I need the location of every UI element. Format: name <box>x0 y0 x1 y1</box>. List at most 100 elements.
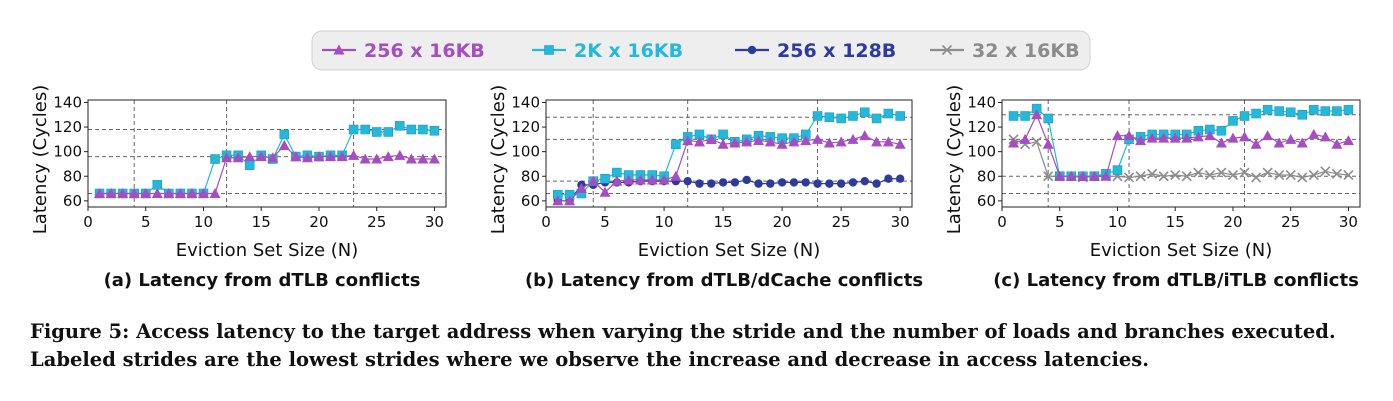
x-tick-label: 30 <box>891 213 910 231</box>
data-point <box>1297 172 1308 183</box>
y-tick-label: 100 <box>53 143 82 161</box>
data-point <box>658 174 670 185</box>
data-point <box>1239 167 1250 178</box>
plot-frame <box>1001 99 1361 208</box>
data-point <box>371 127 382 137</box>
figure-caption: Figure 5: Access latency to the target a… <box>30 318 1375 374</box>
x-tick-label: 0 <box>83 213 93 231</box>
plot-frame <box>87 99 447 208</box>
data-point <box>1031 136 1042 147</box>
legend-marker <box>333 44 345 55</box>
x-tick-label: 20 <box>309 213 328 231</box>
data-point <box>1088 170 1100 181</box>
data-point <box>766 179 775 188</box>
data-point <box>718 129 728 140</box>
data-point <box>718 178 728 187</box>
data-point-stroke <box>1250 172 1262 183</box>
data-point <box>1273 137 1285 148</box>
data-point <box>707 179 716 188</box>
data-point <box>754 179 763 188</box>
data-point <box>394 149 406 160</box>
data-point <box>600 173 610 184</box>
data-point <box>325 151 337 162</box>
data-point <box>693 136 705 147</box>
data-point <box>800 135 812 146</box>
data-point <box>717 138 729 149</box>
series-256x16kb <box>1008 109 1354 181</box>
data-point <box>788 136 800 147</box>
legend-item: 256 x 16KB <box>322 40 485 62</box>
data-point <box>244 160 255 170</box>
data-point <box>1008 111 1019 121</box>
data-point <box>825 179 834 188</box>
data-point <box>835 136 847 147</box>
y-tick-label: 80 <box>977 167 996 185</box>
data-point <box>1262 167 1273 178</box>
chart-panel: 0 5 10 15 20 25 30 60 80 100 120 140 Eviction Set Si… <box>30 85 447 291</box>
data-point <box>382 151 394 162</box>
data-point <box>232 152 244 163</box>
data-point <box>764 136 776 147</box>
data-point <box>634 174 646 185</box>
x-tick-label: 25 <box>1281 213 1300 231</box>
data-point <box>1065 170 1077 181</box>
data-point <box>564 195 576 206</box>
data-point <box>360 124 370 135</box>
legend-item: 32 x 16KB <box>930 40 1080 62</box>
y-axis-label: Latency (Cycles) <box>30 85 51 234</box>
data-point-stroke <box>1147 168 1158 179</box>
data-point <box>872 179 881 188</box>
x-tick-label: 0 <box>541 213 551 231</box>
series-line <box>99 144 435 195</box>
data-point <box>1158 171 1169 182</box>
data-point <box>128 187 140 198</box>
data-point <box>1285 133 1297 144</box>
data-point <box>729 137 741 148</box>
data-point <box>776 138 788 149</box>
data-point <box>290 151 302 162</box>
data-point-stroke <box>1331 168 1342 179</box>
data-point <box>623 174 635 185</box>
data-point-stroke <box>1193 167 1204 178</box>
legend-label: 256 x 16KB <box>364 40 485 62</box>
data-point <box>1031 109 1043 120</box>
data-point <box>429 125 440 136</box>
data-point <box>575 183 587 194</box>
y-tick-label: 140 <box>511 93 540 111</box>
data-point <box>1331 138 1343 149</box>
data-point <box>1297 110 1308 120</box>
data-point <box>848 111 858 121</box>
data-point <box>1251 108 1261 119</box>
data-point <box>705 133 717 144</box>
data-point <box>646 174 658 185</box>
legend-marker <box>941 44 953 56</box>
data-point <box>1250 138 1262 149</box>
data-point-stroke <box>1216 167 1227 178</box>
x-tick-label: 0 <box>997 213 1007 231</box>
data-point <box>405 153 417 164</box>
data-point <box>1020 111 1030 121</box>
data-point <box>1147 168 1158 179</box>
data-point <box>1123 130 1135 141</box>
data-point <box>186 187 198 198</box>
data-point <box>151 187 163 198</box>
data-point <box>244 151 256 162</box>
data-point-stroke <box>1343 169 1354 181</box>
data-point <box>301 152 313 163</box>
y-tick-label: 60 <box>63 192 82 210</box>
data-point <box>894 138 906 149</box>
series-256x16kb <box>552 130 906 206</box>
data-point <box>140 187 152 198</box>
data-point <box>683 176 692 186</box>
data-point <box>1215 137 1227 148</box>
data-point <box>336 151 348 162</box>
caption-label: Figure 5: <box>30 320 130 343</box>
y-tick-label: 120 <box>511 118 540 136</box>
data-point <box>221 152 233 163</box>
data-point <box>417 153 429 164</box>
data-point <box>428 153 440 164</box>
data-point <box>1169 132 1181 143</box>
data-point <box>1227 132 1239 143</box>
data-point <box>777 178 787 187</box>
data-point <box>279 129 290 140</box>
